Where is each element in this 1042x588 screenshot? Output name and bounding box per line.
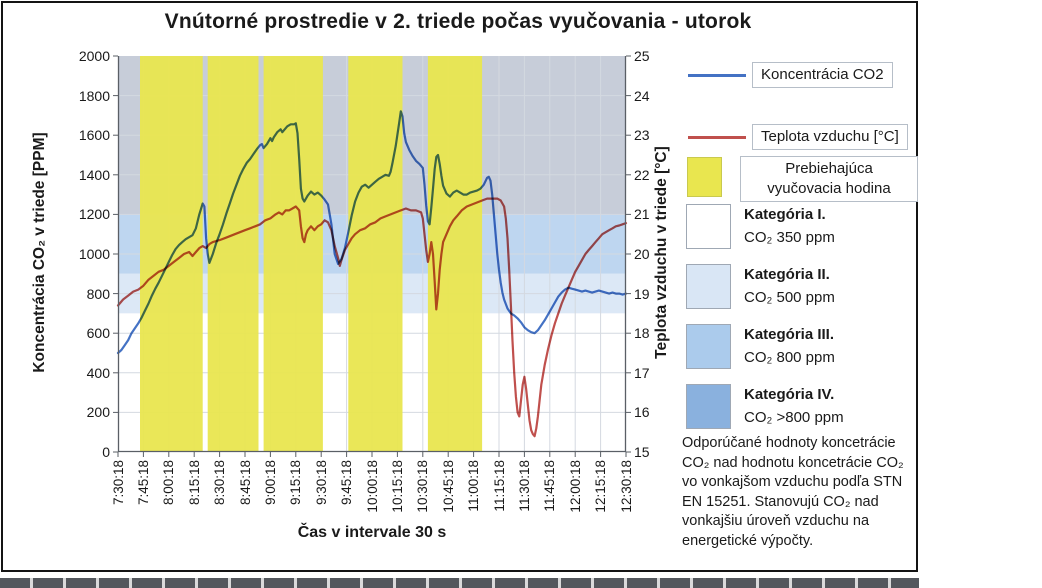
co2-series-line xyxy=(116,110,628,355)
x-tick-label: 9:00:18 xyxy=(262,460,278,506)
x-tick-label: 9:30:18 xyxy=(313,460,329,506)
y-right-tick-label: 21 xyxy=(634,206,650,223)
y-left-tick-label: 600 xyxy=(86,325,110,342)
chart-frame xyxy=(1,1,918,572)
x-tick-label: 11:45:18 xyxy=(542,460,558,512)
x-tick-label: 11:30:18 xyxy=(516,460,532,512)
y-left-tick-label: 1200 xyxy=(78,206,110,223)
category-2-swatch xyxy=(686,264,731,309)
lesson-band xyxy=(140,56,203,452)
y-left-tick-label: 200 xyxy=(86,404,110,421)
left-axis-title: Koncentrácia CO₂ v triede [PPM] xyxy=(31,132,48,373)
temperature-series-line xyxy=(116,197,628,438)
category-3-name: Kategória III. xyxy=(744,326,835,343)
y-right-tick-label: 23 xyxy=(634,127,650,144)
y-right-tick-label: 22 xyxy=(634,166,650,183)
x-tick-label: 8:15:18 xyxy=(186,460,202,506)
y-right-tick-label: 24 xyxy=(634,87,650,104)
lesson-band xyxy=(427,56,483,452)
chart-title: Vnútorné prostredie v 2. triede počas vy… xyxy=(164,10,752,33)
x-tick-label: 10:45:18 xyxy=(440,460,456,513)
legend-lesson-label: Prebiehajúca vyučovacia hodina xyxy=(740,156,918,202)
x-tick-label: 12:30:18 xyxy=(618,460,634,513)
temp-line-legend-swatch xyxy=(688,136,746,139)
x-tick-label: 11:00:18 xyxy=(466,460,482,512)
category-1-swatch xyxy=(686,204,731,249)
co2-line-legend-swatch xyxy=(688,74,746,77)
y-right-tick-label: 17 xyxy=(634,364,650,381)
x-tick-label: 10:00:18 xyxy=(364,460,380,513)
lesson-band xyxy=(348,56,403,452)
x-tick-label: 8:00:18 xyxy=(161,460,177,506)
y-right-tick-label: 18 xyxy=(634,325,650,342)
x-tick-label: 9:45:18 xyxy=(339,460,355,506)
x-tick-label: 12:15:18 xyxy=(593,460,609,513)
legend-temp-label: Teplota vzduchu [°C] xyxy=(752,124,908,150)
x-tick-label: 7:30:18 xyxy=(110,460,126,506)
category-2-labels: Kategória II. CO₂ 500 ppm xyxy=(744,266,835,306)
y-left-tick-label: 1000 xyxy=(78,246,110,262)
y-left-tick-label: 1600 xyxy=(78,127,110,144)
x-tick-label: 10:15:18 xyxy=(389,460,405,513)
x-tick-label: 10:30:18 xyxy=(415,460,431,513)
category-4-name: Kategória IV. xyxy=(744,386,835,403)
category-4-threshold: CO₂ >800 ppm xyxy=(744,409,844,426)
y-left-tick-label: 400 xyxy=(86,364,110,381)
category-1-labels: Kategória I. CO₂ 350 ppm xyxy=(744,206,835,246)
category-2-threshold: CO₂ 500 ppm xyxy=(744,289,835,306)
note-text: Odporúčané hodnoty koncetrácie CO₂ nad h… xyxy=(682,435,904,549)
category-1-name: Kategória I. xyxy=(744,206,826,223)
category-3-labels: Kategória III. CO₂ 800 ppm xyxy=(744,326,835,366)
category-4-swatch xyxy=(686,384,731,429)
category-2-name: Kategória II. xyxy=(744,266,830,283)
category-3-threshold: CO₂ 800 ppm xyxy=(744,349,835,366)
x-tick-label: 11:15:18 xyxy=(491,460,507,512)
y-left-tick-label: 1800 xyxy=(78,87,110,104)
x-tick-label: 8:30:18 xyxy=(212,460,228,506)
plot-area xyxy=(113,55,631,457)
x-tick-label: 8:45:18 xyxy=(237,460,253,506)
y-left-tick-label: 2000 xyxy=(78,48,110,64)
y-right-tick-label: 20 xyxy=(634,246,650,262)
y-right-tick-label: 25 xyxy=(634,48,650,64)
bottom-strip xyxy=(0,578,919,588)
lesson-band-legend-swatch xyxy=(687,157,722,197)
x-axis-title: Čas v intervale 30 s xyxy=(297,524,447,541)
legend-co2-label: Koncentrácia CO2 xyxy=(752,62,893,88)
y-right-tick-label: 19 xyxy=(634,285,650,302)
y-left-tick-label: 1400 xyxy=(78,166,110,183)
y-left-tick-label: 0 xyxy=(102,444,110,460)
category-3-swatch xyxy=(686,324,731,369)
y-left-tick-label: 800 xyxy=(86,285,110,302)
lesson-band xyxy=(207,56,259,452)
x-tick-label: 7:45:18 xyxy=(135,460,151,506)
lesson-band xyxy=(263,56,323,452)
x-tick-label: 9:15:18 xyxy=(288,460,304,506)
y-right-tick-label: 16 xyxy=(634,404,650,421)
y-right-tick-label: 15 xyxy=(634,444,650,460)
category-4-labels: Kategória IV. CO₂ >800 ppm xyxy=(744,386,844,426)
category-1-threshold: CO₂ 350 ppm xyxy=(744,229,835,246)
x-tick-label: 12:00:18 xyxy=(567,460,583,513)
